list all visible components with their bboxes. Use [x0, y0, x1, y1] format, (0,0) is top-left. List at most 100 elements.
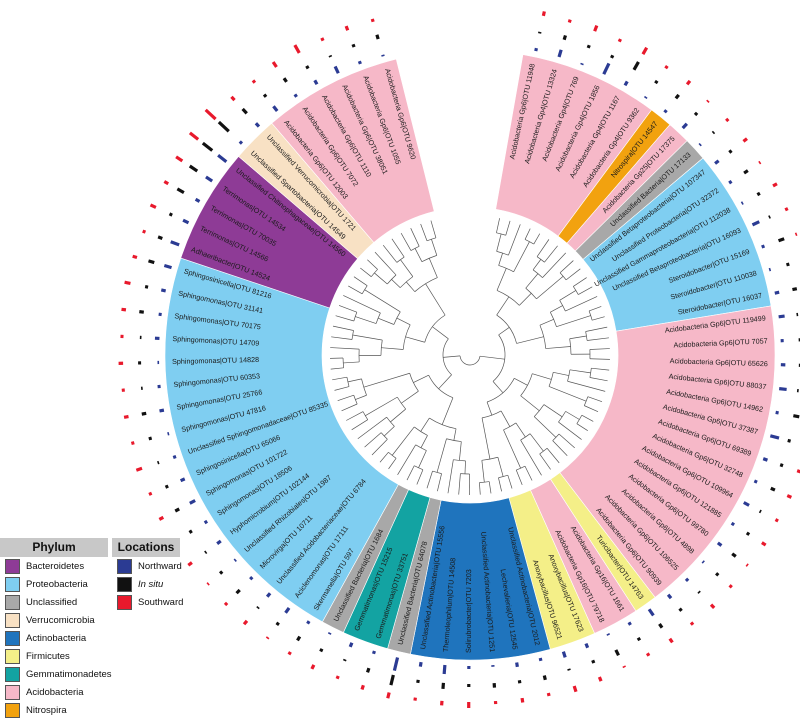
phylum-legend-title: Phylum	[0, 538, 108, 557]
bar-northward	[645, 97, 646, 98]
bar-northward	[394, 657, 397, 670]
legend-item-northward: Northward	[112, 557, 180, 575]
branch	[333, 326, 354, 330]
branch	[411, 228, 419, 246]
bar-southward	[206, 110, 216, 119]
branch	[482, 418, 490, 459]
branch	[489, 482, 491, 494]
bar-southward	[124, 417, 128, 418]
branch	[437, 439, 446, 473]
branch	[389, 458, 397, 469]
legend-label: Bacteroidetes	[26, 561, 84, 572]
bar-northward	[308, 621, 310, 624]
bar-southward	[372, 19, 373, 22]
branch	[578, 287, 592, 295]
branch	[498, 478, 501, 492]
bar-in-situ	[699, 592, 700, 593]
branch	[521, 440, 542, 475]
bar-in-situ	[680, 609, 682, 611]
branch	[546, 346, 571, 348]
branch	[335, 387, 350, 391]
branch	[392, 279, 401, 287]
branch	[432, 327, 448, 339]
bar-in-situ	[612, 55, 613, 58]
bar-northward	[718, 543, 722, 546]
legend-item-firmicutes: Firmicutes	[0, 647, 108, 665]
branch	[378, 318, 394, 324]
legend-swatch	[117, 559, 132, 574]
bar-northward	[159, 410, 163, 411]
bar-in-situ	[321, 649, 322, 652]
bar-northward	[171, 242, 179, 245]
branch	[517, 337, 544, 344]
branch	[590, 349, 610, 350]
branch	[553, 372, 569, 375]
branch	[573, 278, 586, 287]
bar-in-situ	[158, 237, 162, 239]
bar-northward	[754, 481, 757, 482]
branch	[383, 245, 397, 262]
legend-swatch	[5, 595, 20, 610]
legend-swatch	[5, 559, 20, 574]
branch	[342, 404, 358, 411]
bar-northward	[729, 181, 731, 183]
branch	[374, 273, 387, 284]
branch	[465, 461, 466, 474]
bar-southward	[619, 39, 620, 42]
branch	[587, 338, 609, 341]
legend-item-actinobacteria: Actinobacteria	[0, 629, 108, 647]
branch	[493, 381, 503, 392]
branch	[443, 356, 460, 358]
branch	[353, 335, 383, 340]
branch	[506, 221, 510, 235]
branch	[547, 448, 559, 463]
bar-southward	[322, 38, 323, 41]
branch	[540, 454, 551, 470]
branch	[514, 378, 527, 385]
bar-southward	[759, 162, 760, 163]
bar-northward	[196, 199, 200, 201]
bar-southward	[150, 205, 155, 208]
branch	[415, 248, 422, 261]
bar-in-situ	[257, 607, 258, 608]
bar-in-situ	[788, 440, 791, 441]
branch	[417, 470, 423, 485]
legend-label: Firmicutes	[26, 651, 70, 662]
branch	[526, 274, 538, 289]
branch	[336, 316, 354, 321]
bar-southward	[131, 443, 134, 444]
bar-northward	[732, 523, 735, 525]
bar-in-situ	[769, 217, 770, 218]
bar-southward	[149, 493, 152, 494]
legend-swatch	[5, 685, 20, 700]
bar-southward	[208, 583, 209, 584]
bar-in-situ	[142, 413, 146, 414]
branch	[352, 420, 368, 430]
bar-southward	[569, 20, 570, 23]
bar-in-situ	[780, 465, 783, 466]
bar-southward	[388, 692, 389, 698]
bar-in-situ	[634, 62, 638, 70]
legend-swatch	[5, 613, 20, 628]
bar-in-situ	[139, 312, 143, 313]
branch	[479, 483, 480, 495]
bar-southward	[295, 45, 299, 53]
bar-northward	[240, 141, 242, 143]
bar-in-situ	[544, 675, 545, 679]
branch	[331, 368, 344, 369]
branch	[496, 218, 499, 233]
bar-southward	[647, 653, 649, 656]
legend-label: Actinobacteria	[26, 633, 86, 644]
branch	[392, 239, 404, 257]
bar-in-situ	[165, 486, 168, 487]
branch	[454, 429, 456, 441]
branch	[544, 246, 557, 262]
branch	[497, 234, 501, 251]
bar-northward	[536, 48, 537, 51]
branch	[421, 435, 428, 447]
branch	[501, 411, 510, 427]
branch	[530, 434, 543, 451]
branch	[584, 406, 598, 412]
bar-in-situ	[391, 675, 393, 685]
